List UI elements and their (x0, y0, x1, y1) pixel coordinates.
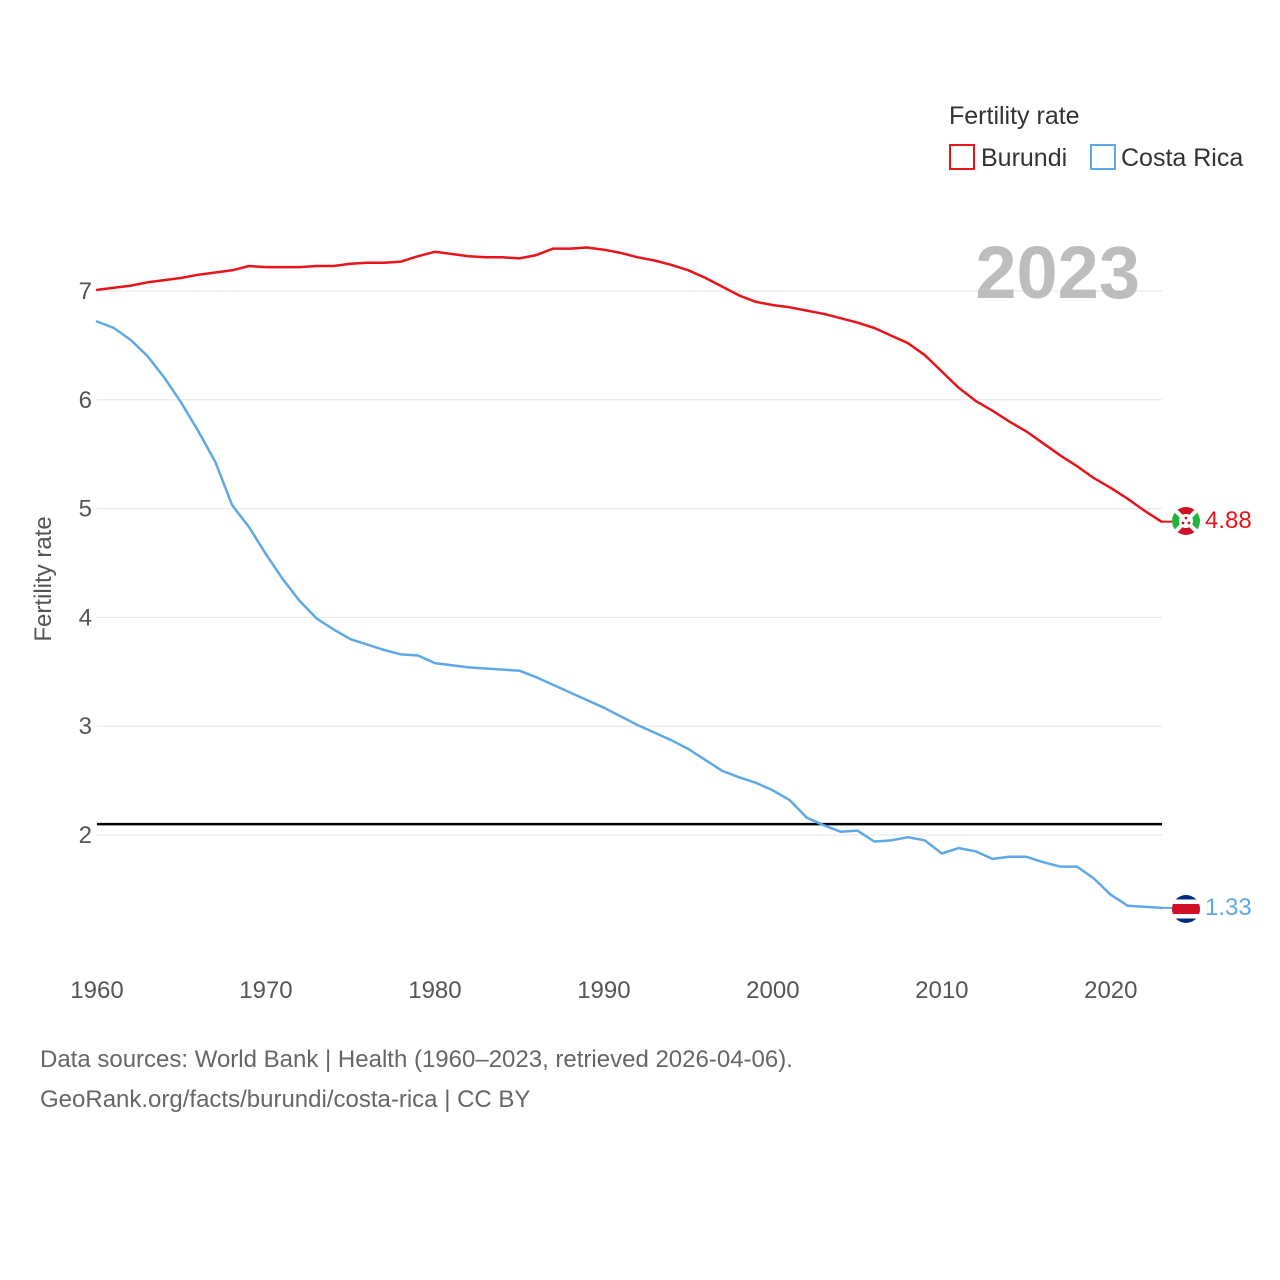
x-tick-label: 2000 (746, 977, 799, 1004)
y-tick-label: 5 (79, 496, 92, 523)
y-tick-label: 2 (79, 822, 92, 849)
legend-swatch-costa-rica (1090, 144, 1116, 170)
legend-label-costa-rica: Costa Rica (1121, 144, 1243, 172)
legend-item-burundi[interactable]: Burundi (949, 144, 1067, 172)
y-tick-label: 6 (79, 387, 92, 414)
series-line-burundi (95, 246, 1163, 523)
costa-rica-flag-icon (1172, 895, 1200, 923)
end-value-burundi: 4.88 (1205, 507, 1252, 534)
x-axis-ticks: 1960 1970 1980 1990 2000 2010 2020 (70, 977, 1137, 1004)
legend-label-burundi: Burundi (981, 144, 1067, 172)
fertility-rate-chart: 1960 1970 1980 1990 2000 2010 2020 2 3 4 5 6 7 Fert… (30, 102, 1252, 1004)
y-tick-label: 7 (79, 278, 92, 305)
x-tick-label: 2020 (1084, 977, 1137, 1004)
y-tick-label: 3 (79, 713, 92, 740)
x-tick-label: 1970 (239, 977, 292, 1004)
x-tick-label: 2010 (915, 977, 968, 1004)
grid (97, 290, 1162, 836)
legend: Fertility rate Burundi Costa Rica (949, 102, 1243, 172)
source-line: Data sources: World Bank | Health (1960–… (40, 1046, 793, 1073)
y-axis-label: Fertility rate (30, 516, 57, 641)
burundi-flag-icon (1172, 507, 1200, 535)
x-tick-label: 1960 (70, 977, 123, 1004)
legend-title: Fertility rate (949, 102, 1080, 130)
end-value-costa-rica: 1.33 (1205, 894, 1252, 921)
series-line-costa-rica (95, 320, 1163, 910)
attribution-line: GeoRank.org/facts/burundi/costa-rica | C… (40, 1086, 531, 1113)
y-tick-label: 4 (79, 604, 92, 631)
legend-swatch-burundi (949, 144, 975, 170)
series-layer (95, 246, 1172, 910)
x-tick-label: 1990 (577, 977, 630, 1004)
legend-item-costa-rica[interactable]: Costa Rica (1090, 144, 1243, 172)
year-watermark: 2023 (975, 231, 1140, 314)
y-axis-ticks: 2 3 4 5 6 7 (79, 278, 92, 849)
x-tick-label: 1980 (408, 977, 461, 1004)
